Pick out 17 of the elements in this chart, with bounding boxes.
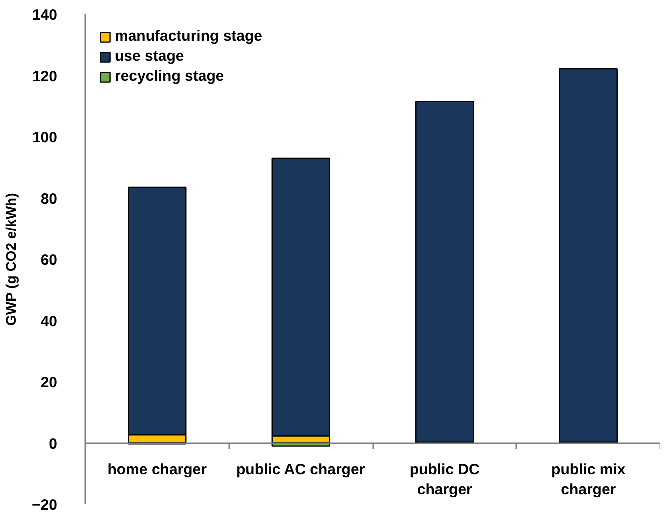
x-tick-label: public AC charger [236, 461, 366, 478]
y-tick-label: 100 [32, 130, 58, 146]
x-tick-label: home charger [108, 461, 208, 478]
legend-label: use stage [115, 48, 184, 65]
x-tick-label: public mix charger [552, 461, 626, 499]
x-tick-label: public DC charger [410, 461, 480, 499]
legend-label: recycling stage [115, 68, 224, 85]
y-axis-title: GWP (g CO2 e/kWh) [3, 193, 20, 326]
y-tick-label: 40 [40, 313, 58, 330]
y-tick-label: 20 [40, 374, 58, 392]
y-tick-label: 60 [40, 252, 58, 269]
y-tick-label: −20 [32, 497, 58, 514]
legend-label: manufacturing stage [115, 28, 263, 45]
y-tick-label: 0 [49, 436, 58, 453]
y-tick-label: 80 [40, 190, 58, 208]
y-tick-label: 140 [32, 7, 58, 24]
y-tick-label: 120 [32, 68, 58, 86]
